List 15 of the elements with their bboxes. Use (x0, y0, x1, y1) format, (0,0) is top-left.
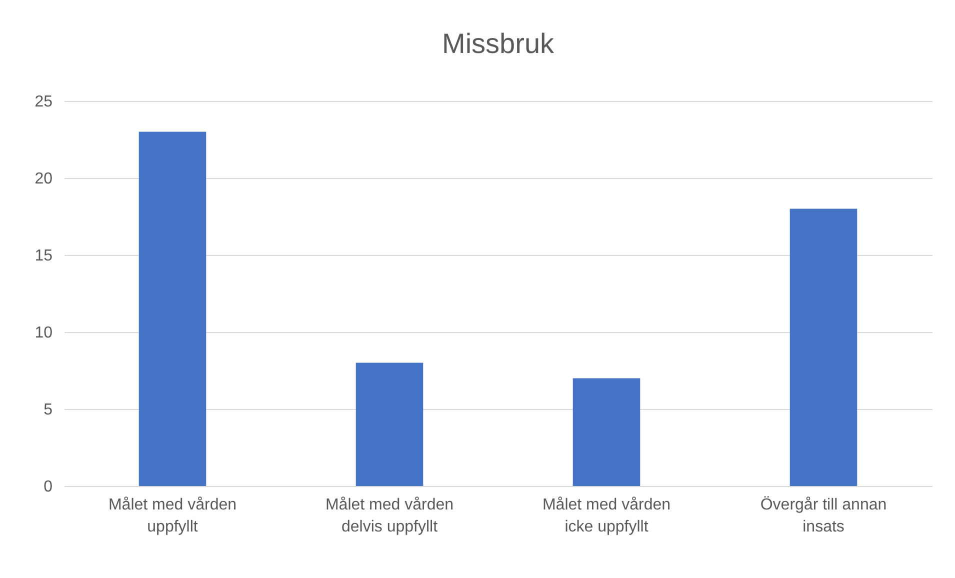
bar (138, 132, 206, 486)
y-tick-label: 10 (34, 324, 53, 342)
x-tick-label: Målet med vården delvis uppfyllt (325, 496, 454, 536)
bar (356, 362, 424, 486)
bar (790, 208, 858, 486)
y-tick-label: 15 (34, 248, 53, 264)
y-tick-label: 5 (44, 402, 53, 418)
bar (572, 378, 640, 486)
chart-title: Missbruk (442, 28, 556, 59)
x-tick-label: Målet med vården uppfyllt (108, 496, 237, 536)
y-tick-label: 0 (44, 478, 53, 496)
y-tick-label: 25 (34, 94, 53, 110)
x-tick-label: Övergår till annan insats (760, 496, 887, 536)
y-tick-label: 20 (34, 170, 53, 188)
x-tick-label: Målet med vården icke uppfyllt (542, 496, 671, 536)
